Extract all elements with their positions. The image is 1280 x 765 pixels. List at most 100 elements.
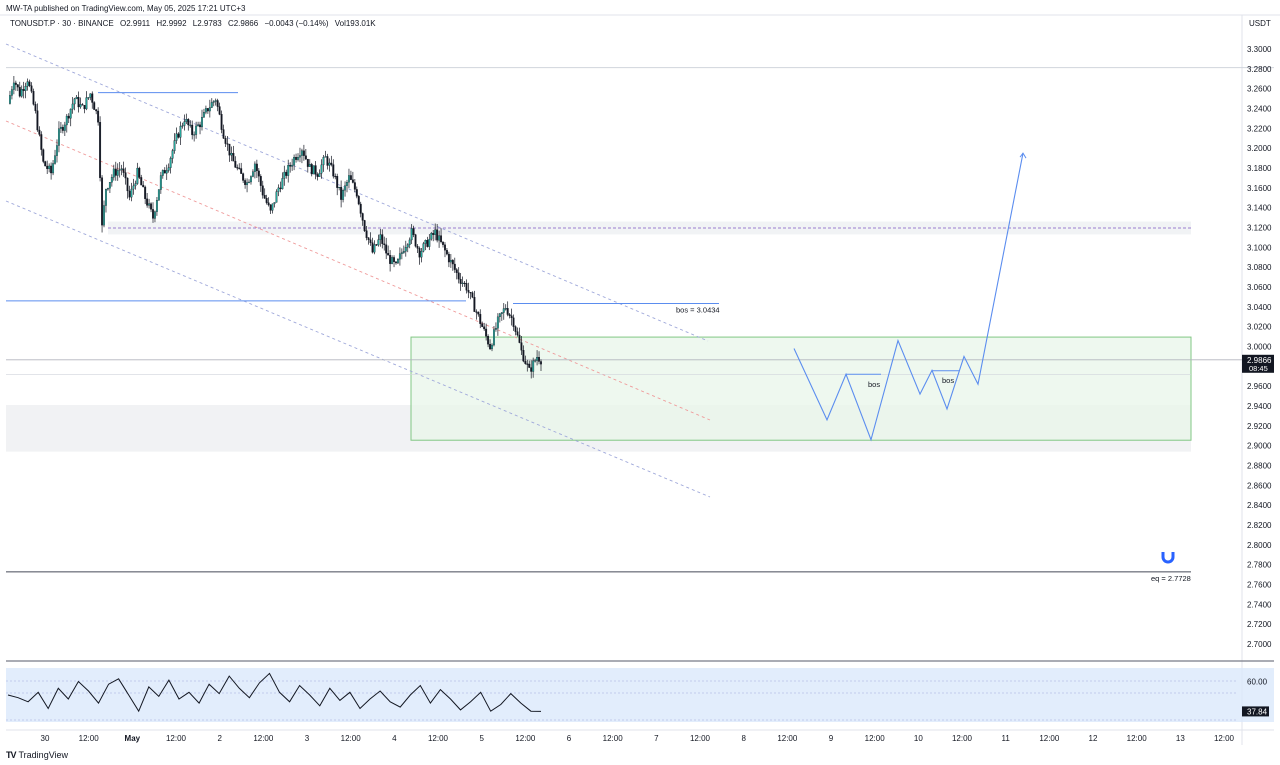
candle-down [216, 100, 219, 107]
candle-up [253, 163, 256, 172]
candle-up [87, 97, 90, 99]
candle-down [236, 167, 239, 169]
candle-up [494, 327, 497, 330]
candle-down [475, 311, 478, 313]
candle-up [148, 203, 151, 206]
candle-up [193, 134, 196, 136]
candle-up [496, 316, 499, 329]
candle-up [173, 140, 176, 151]
candle-down [375, 244, 378, 246]
time-tick-label: 4 [392, 734, 397, 743]
candle-down [199, 124, 201, 128]
magnet-icon [1161, 552, 1175, 564]
candle-up [75, 96, 78, 100]
candle-down [67, 115, 70, 119]
candle-up [54, 155, 56, 164]
candle-up [157, 189, 160, 201]
candle-down [418, 248, 421, 258]
candle-up [400, 252, 403, 254]
chart-grid [0, 14, 1280, 745]
candle-down [383, 243, 386, 245]
candle-up [346, 182, 348, 186]
published-info: MW-TA published on TradingView.com, May … [6, 4, 246, 13]
candle-up [491, 344, 493, 350]
candle-down [426, 240, 429, 247]
candle-up [105, 189, 107, 206]
candle-down [457, 272, 460, 280]
magnet-body [1161, 552, 1175, 564]
candle-down [228, 143, 231, 156]
candle-up [377, 239, 380, 246]
candle-down [485, 328, 488, 337]
candle-down [77, 96, 80, 108]
time-tick-label: 12:00 [777, 734, 798, 743]
time-tick-label: 12:00 [603, 734, 624, 743]
candle-down [144, 186, 147, 200]
candle-down [81, 104, 84, 106]
candle-down [473, 297, 476, 312]
candle-up [498, 313, 501, 318]
price-tick-label: 2.9400 [1247, 402, 1272, 411]
candle-down [506, 308, 509, 315]
candle-down [412, 228, 415, 235]
candle-up [500, 312, 503, 315]
candle-down [152, 209, 154, 219]
candle-up [410, 228, 413, 241]
candle-down [44, 161, 47, 167]
time-tick-label: 10 [914, 734, 923, 743]
time-tick-label: 30 [41, 734, 50, 743]
candles [9, 75, 542, 379]
candle-up [271, 203, 274, 211]
candle-up [283, 171, 286, 179]
time-tick-label: 6 [567, 734, 572, 743]
candle-down [393, 257, 395, 263]
candle-down [232, 153, 235, 162]
candle-down [316, 174, 319, 177]
candle-up [250, 176, 252, 183]
time-tick-label: 7 [654, 734, 659, 743]
candle-down [28, 81, 31, 86]
candle-down [263, 195, 266, 199]
candle-down [304, 155, 307, 160]
candle-down [526, 363, 529, 365]
candle-down [261, 185, 264, 196]
price-tick-label: 2.8400 [1247, 501, 1272, 510]
annotation-label: bos = 3.0434 [676, 305, 720, 314]
price-tick-label: 3.0800 [1247, 263, 1272, 272]
candle-down [99, 122, 102, 178]
candle-up [308, 164, 311, 167]
candle-down [340, 186, 343, 200]
time-tick-label: 12:00 [515, 734, 536, 743]
ohlc-open: O2.9911 [119, 19, 151, 28]
price-tick-label: 3.2400 [1247, 105, 1272, 114]
candle-down [416, 245, 419, 249]
ohlc-close: C2.9866 [227, 19, 259, 28]
candle-up [281, 178, 284, 190]
candle-down [206, 108, 209, 112]
candle-down [336, 176, 339, 188]
annotations: bos = 3.0434 eq = 2.7728 bos bos [676, 305, 1191, 582]
candle-up [85, 97, 88, 110]
candle-down [524, 360, 527, 364]
price-tick-label: 3.2000 [1247, 144, 1272, 153]
price-tick-label: 2.7000 [1247, 640, 1272, 649]
symbol-name[interactable]: TONUSDT.P · 30 · BINANCE [10, 19, 114, 28]
candle-down [487, 336, 490, 345]
candle-up [201, 116, 203, 128]
candle-down [83, 105, 86, 110]
price-tick-label: 3.2600 [1247, 85, 1272, 94]
candle-up [89, 93, 92, 98]
price-axis[interactable]: 3.3000 3.2800 3.2600 3.2400 3.2200 3.2000 3.18… [1242, 45, 1274, 649]
candle-down [244, 180, 247, 185]
candle-up [69, 108, 72, 119]
candle-down [512, 317, 515, 327]
candle-up [408, 239, 411, 245]
candle-down [187, 119, 190, 126]
candle-up [214, 100, 217, 102]
rsi-value-badge [1242, 706, 1269, 717]
zone-rect [108, 221, 1191, 235]
time-axis[interactable]: 30 12:00 May 12:00 2 12:00 3 12:00 4 12:00 5 12:00 6… [41, 734, 1235, 743]
candle-down [357, 196, 360, 205]
zone-rect [6, 405, 1191, 452]
